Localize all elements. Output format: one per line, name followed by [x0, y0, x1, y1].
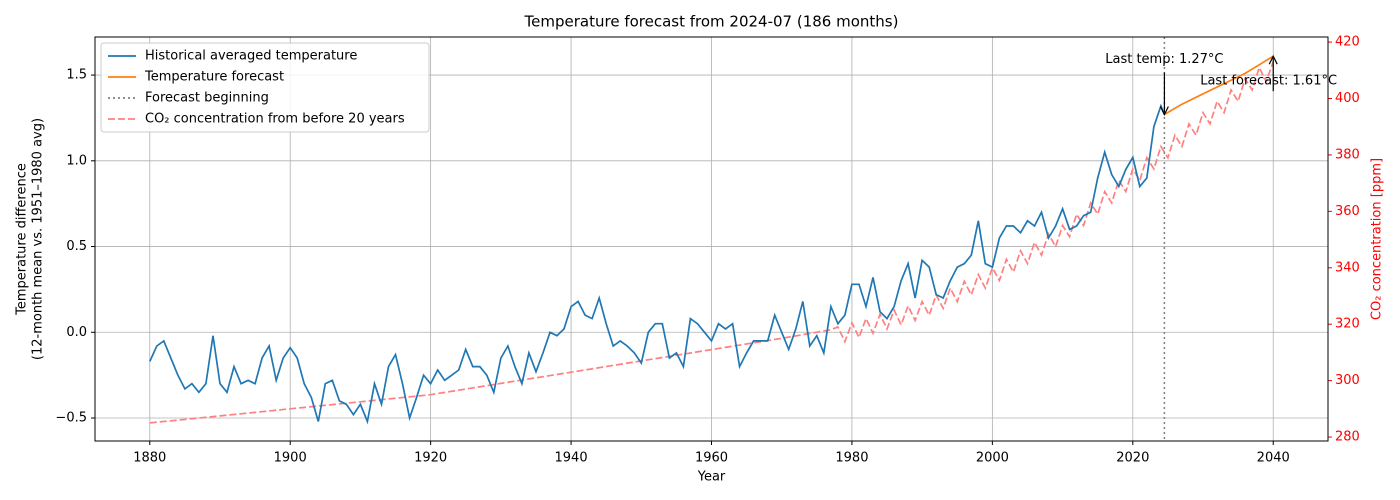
series-line — [149, 103, 1166, 425]
x-tick-label: 1940 — [555, 451, 588, 466]
y2-tick-label: 340 — [1335, 260, 1360, 275]
x-tick-label: 1960 — [695, 451, 728, 466]
y-tick-label: −0.5 — [55, 411, 87, 426]
y2-tick-label: 280 — [1335, 430, 1360, 445]
legend-label: Forecast beginning — [145, 91, 269, 106]
plot-area — [149, 37, 1275, 441]
annotation-arrowhead — [1159, 106, 1169, 116]
series-line — [1163, 55, 1274, 116]
y-tick-label: 0.0 — [66, 325, 87, 340]
chart-title: Temperature forecast from 2024-07 (186 m… — [524, 13, 899, 31]
y2-tick-label: 320 — [1335, 317, 1360, 332]
x-tick-label: 2020 — [1116, 451, 1149, 466]
y2-tick-label: 420 — [1335, 35, 1360, 50]
annotation-arrowhead — [1268, 54, 1278, 65]
y2-tick-label: 400 — [1335, 91, 1360, 106]
x-tick-label: 1920 — [414, 451, 447, 466]
x-tick-label: 1900 — [274, 451, 307, 466]
legend-label: Temperature forecast — [144, 70, 284, 85]
series-line — [149, 61, 1275, 424]
x-tick-label: 2040 — [1257, 451, 1290, 466]
x-axis-label: Year — [697, 470, 726, 485]
legend-label: Historical averaged temperature — [145, 49, 357, 64]
y-axis-label: (12-month mean vs. 1951–1980 avg) — [31, 118, 46, 360]
legend-label: CO₂ concentration from before 20 years — [145, 112, 405, 127]
x-tick-label: 1880 — [133, 451, 166, 466]
plot-frame — [94, 36, 1329, 442]
y-tick-label: 0.5 — [66, 239, 87, 254]
y2-tick-label: 300 — [1335, 373, 1360, 388]
annotation-text: Last temp: 1.27°C — [1105, 52, 1223, 67]
legend: Historical averaged temperature Temperatu… — [100, 42, 430, 133]
y2-tick-label: 360 — [1335, 204, 1360, 219]
y-tick-label: 1.0 — [66, 153, 87, 168]
legend-box — [100, 42, 430, 133]
y-tick-label: 1.5 — [66, 68, 87, 83]
x-tick-label: 2000 — [976, 451, 1009, 466]
y2-axis-label: CO₂ concentration [ppm] — [1370, 158, 1385, 320]
x-tick-label: 1980 — [835, 451, 868, 466]
y2-tick-label: 380 — [1335, 147, 1360, 162]
annotation-text: Last forecast: 1.61°C — [1200, 74, 1337, 89]
y-axis-label: Temperature difference — [15, 163, 30, 316]
